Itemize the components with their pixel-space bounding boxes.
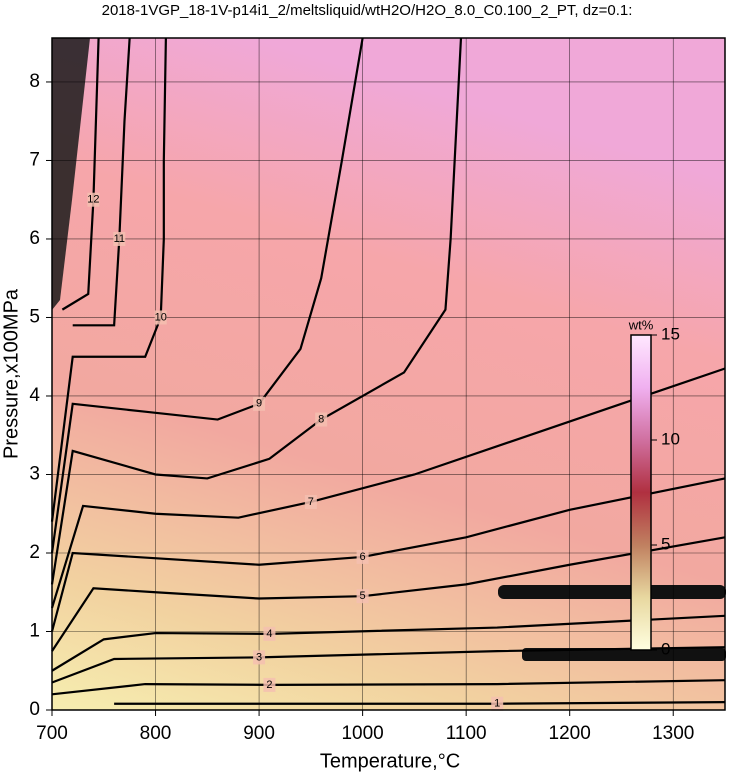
- contour-label-bg: [113, 231, 126, 246]
- artifact-band: [522, 648, 726, 661]
- contour-label-bg: [263, 626, 276, 641]
- y-tick-label: 6: [29, 228, 40, 249]
- contour-line: [114, 701, 726, 705]
- contour-label: 6: [360, 551, 366, 563]
- y-tick-label: 2: [29, 542, 40, 563]
- x-tick-label: 1100: [446, 723, 487, 744]
- contour-label: 2: [266, 679, 272, 691]
- plot-frame: [51, 37, 726, 711]
- contour-label-bg: [304, 494, 317, 509]
- y-tick-label: 3: [29, 464, 40, 485]
- contour-label-bg: [253, 650, 266, 665]
- contour-label-bg: [253, 396, 266, 411]
- y-tick-label: 8: [29, 71, 40, 92]
- colorbar-label: wt%: [628, 317, 654, 332]
- contour-line: [51, 614, 726, 672]
- contour-line: [51, 536, 726, 652]
- colorbar: [630, 334, 652, 651]
- colorbar-tick-label: 0: [661, 639, 670, 658]
- y-axis-title: Pressure,x100MPa: [0, 288, 22, 459]
- x-tick-label: 1200: [549, 723, 591, 744]
- contour-label: 3: [256, 651, 262, 663]
- x-tick-label: 1000: [341, 723, 383, 744]
- contour-label: 8: [318, 413, 324, 425]
- contour-label-bg: [315, 412, 328, 427]
- contour-line: [50, 37, 463, 585]
- contour-label-bg: [154, 310, 167, 325]
- plot-background: [52, 38, 725, 710]
- contour-label-bg: [263, 677, 276, 692]
- contour-label: 9: [256, 398, 262, 410]
- dense-contours: [52, 38, 90, 310]
- contour-label: 7: [308, 496, 314, 508]
- x-axis-title: Temperature,°C: [320, 750, 460, 772]
- contour-label-bg: [491, 696, 504, 711]
- contour-label: 11: [114, 233, 125, 245]
- chart-title: 2018-1VGP_18-1V-p14i1_2/meltsliquid/wtH2…: [102, 2, 633, 19]
- contour-label: 12: [87, 194, 99, 206]
- contour-line: [61, 37, 100, 311]
- contour-label: 4: [266, 628, 272, 640]
- y-tick-label: 0: [29, 699, 40, 720]
- y-tick-label: 7: [29, 149, 40, 170]
- contour-label: 1: [494, 698, 500, 710]
- y-tick-label: 4: [29, 385, 40, 406]
- contour-label: 5: [360, 590, 366, 602]
- contour-label-bg: [356, 589, 369, 604]
- contour-line: [50, 477, 726, 632]
- colorbar-tick-label: 15: [661, 324, 680, 343]
- x-tick-label: 900: [243, 723, 275, 744]
- colorbar-tick-label: 5: [661, 534, 670, 553]
- x-tick-label: 1300: [652, 723, 694, 744]
- colorbar-tick-label: 10: [661, 429, 680, 448]
- contour-label: 10: [155, 311, 167, 323]
- artifact-band: [498, 585, 726, 599]
- x-tick-label: 800: [140, 723, 172, 744]
- x-tick-label: 700: [36, 723, 68, 744]
- contour-label-bg: [87, 192, 100, 207]
- y-tick-label: 1: [29, 621, 40, 642]
- contour-label-bg: [356, 549, 369, 564]
- y-tick-label: 5: [29, 306, 40, 327]
